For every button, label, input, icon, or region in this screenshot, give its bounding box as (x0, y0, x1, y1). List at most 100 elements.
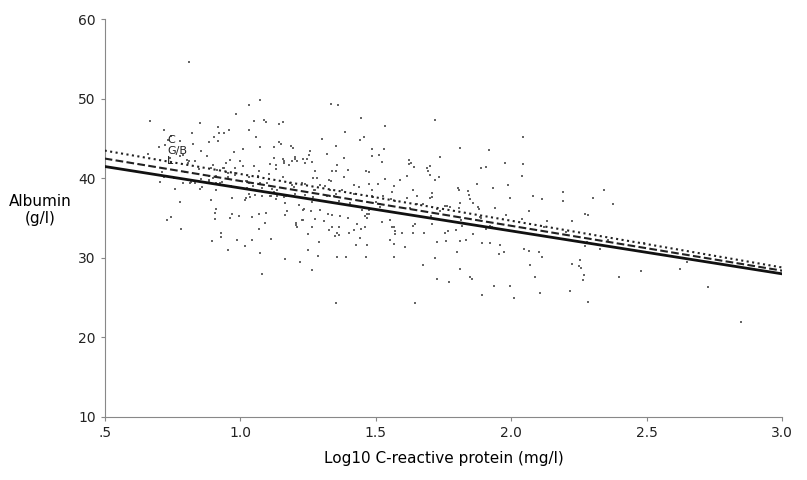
Point (304, 207, 317, 215)
Point (165, 213, 178, 220)
Point (355, 114, 368, 121)
Point (253, 144, 266, 151)
Point (369, 199, 382, 206)
Point (489, 204, 502, 212)
Point (358, 213, 371, 220)
Point (278, 199, 291, 206)
Point (268, 189, 281, 196)
Point (214, 234, 227, 241)
Point (242, 179, 255, 186)
Point (291, 157, 303, 165)
Point (192, 166, 205, 173)
Point (387, 240, 400, 248)
Point (408, 300, 421, 307)
Point (181, 156, 194, 163)
Point (577, 276, 590, 284)
Point (566, 217, 579, 225)
Point (247, 117, 260, 125)
Point (309, 167, 322, 174)
Point (425, 221, 438, 228)
Point (273, 120, 286, 128)
Point (253, 167, 266, 175)
Point (377, 192, 390, 200)
Point (378, 122, 391, 130)
Point (507, 294, 520, 302)
Point (307, 175, 320, 182)
Point (734, 318, 747, 325)
Point (565, 260, 578, 267)
Point (361, 241, 374, 249)
Point (308, 186, 321, 194)
Point (324, 192, 337, 200)
Point (224, 214, 236, 222)
Point (253, 179, 266, 187)
Point (475, 215, 487, 222)
Point (411, 200, 424, 208)
Point (242, 126, 255, 133)
Point (153, 143, 165, 151)
Point (426, 193, 439, 201)
Point (307, 193, 320, 201)
Point (247, 162, 260, 169)
Point (209, 216, 222, 223)
Point (557, 188, 570, 195)
Point (350, 221, 363, 228)
Point (579, 211, 592, 218)
Point (270, 161, 283, 168)
Point (395, 229, 408, 237)
Point (473, 214, 486, 221)
Point (342, 229, 355, 237)
Point (443, 278, 456, 286)
Point (326, 167, 339, 175)
Point (516, 160, 529, 168)
Point (168, 175, 181, 182)
Point (371, 180, 384, 188)
Point (602, 236, 615, 244)
Point (533, 248, 546, 256)
Point (277, 118, 290, 126)
Point (423, 194, 436, 202)
Point (295, 216, 308, 224)
Point (155, 168, 168, 176)
Point (464, 274, 477, 281)
Point (253, 210, 266, 217)
Point (181, 159, 194, 167)
Point (273, 138, 286, 145)
Point (375, 158, 388, 166)
Point (246, 213, 259, 221)
Point (598, 186, 611, 194)
Point (207, 133, 220, 141)
Point (270, 195, 282, 203)
Point (454, 144, 466, 152)
Point (402, 160, 415, 168)
Point (493, 241, 506, 249)
Point (476, 240, 489, 247)
Point (529, 274, 541, 281)
Point (221, 173, 234, 181)
Point (454, 200, 467, 207)
Point (674, 265, 687, 273)
Point (389, 197, 402, 204)
Point (240, 184, 253, 192)
Point (284, 180, 297, 187)
Point (274, 140, 287, 148)
Point (482, 146, 495, 154)
Point (154, 178, 167, 186)
Point (523, 207, 536, 215)
Point (174, 225, 187, 233)
Point (466, 199, 479, 207)
Point (433, 173, 445, 181)
Point (420, 165, 433, 172)
Point (498, 159, 511, 167)
Point (504, 282, 516, 289)
Point (312, 252, 325, 260)
Point (256, 270, 269, 278)
Point (404, 159, 417, 167)
Point (324, 100, 337, 108)
Point (316, 135, 328, 143)
Point (378, 145, 391, 153)
Point (613, 273, 625, 280)
Point (289, 221, 302, 228)
Point (363, 206, 376, 214)
Point (328, 232, 341, 240)
